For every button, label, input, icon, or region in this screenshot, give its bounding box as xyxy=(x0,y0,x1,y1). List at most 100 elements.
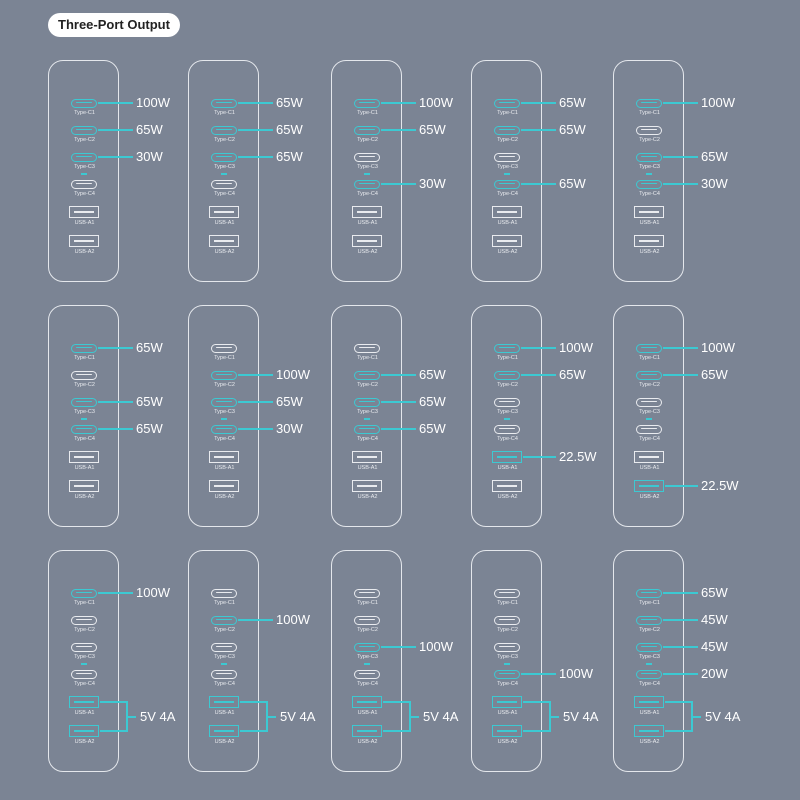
usb-c-port-icon xyxy=(494,98,520,108)
port-label: Type-C2 xyxy=(639,381,660,388)
port-label: Type-C3 xyxy=(74,653,95,660)
usb-c-port-icon xyxy=(494,642,520,652)
power-output-label: 100W xyxy=(419,639,453,654)
usb-c-port-icon xyxy=(636,642,662,652)
connector-line xyxy=(551,715,559,718)
usb-c-port-icon xyxy=(494,152,520,162)
usb-a-port-icon xyxy=(69,480,99,492)
usb-c-port-icon xyxy=(71,424,97,434)
indicator-icon xyxy=(221,417,227,420)
usb-c-port-icon xyxy=(211,343,237,353)
port-label: USB-A1 xyxy=(74,220,95,226)
connector-line xyxy=(521,673,556,675)
usb-a-port-icon xyxy=(634,451,664,463)
usb-a-port-icon xyxy=(634,235,664,247)
port-label: USB-A2 xyxy=(74,494,95,500)
usb-c-port-icon xyxy=(211,370,237,380)
usb-c-port-icon xyxy=(636,424,662,434)
port-label: USB-A1 xyxy=(74,710,95,716)
port-label: Type-C4 xyxy=(639,435,660,442)
connector-line xyxy=(521,129,556,131)
usb-c-port-icon xyxy=(211,588,237,598)
indicator-icon xyxy=(81,172,87,175)
usb-c-port-icon xyxy=(354,397,380,407)
usb-c-port-icon xyxy=(71,642,97,652)
port-label: Type-C2 xyxy=(497,136,518,143)
port-label: Type-C2 xyxy=(497,381,518,388)
usb-c-port-icon xyxy=(636,588,662,598)
power-output-label: 65W xyxy=(701,585,728,600)
power-output-label: 45W xyxy=(701,612,728,627)
usb-a-port-icon xyxy=(634,696,664,708)
usb-a-port-icon xyxy=(352,480,382,492)
connector-line xyxy=(238,102,273,104)
power-output-label: 65W xyxy=(701,149,728,164)
indicator-icon xyxy=(81,662,87,665)
power-output-label: 65W xyxy=(136,421,163,436)
port-label: Type-C4 xyxy=(357,680,378,687)
power-output-label: 30W xyxy=(136,149,163,164)
port-label: Type-C1 xyxy=(639,109,660,116)
port-label: USB-A1 xyxy=(639,465,660,471)
usb-c-port-icon xyxy=(494,179,520,189)
usb-c-port-icon xyxy=(354,642,380,652)
usb-c-port-icon xyxy=(211,669,237,679)
power-output-label: 65W xyxy=(419,122,446,137)
power-output-label: 5V 4A xyxy=(280,708,316,724)
power-output-label: 20W xyxy=(701,666,728,681)
port-label: Type-C1 xyxy=(497,354,518,361)
port-label: USB-A2 xyxy=(357,494,378,500)
connector-line xyxy=(663,646,698,648)
port-label: Type-C2 xyxy=(357,626,378,633)
connector-line xyxy=(381,374,416,376)
port-label: USB-A1 xyxy=(214,220,235,226)
port-label: USB-A2 xyxy=(357,739,378,745)
usb-c-port-icon xyxy=(354,125,380,135)
power-output-label: 65W xyxy=(419,421,446,436)
indicator-icon xyxy=(504,417,510,420)
usb-a-port-icon xyxy=(634,480,664,492)
port-label: USB-A2 xyxy=(357,249,378,255)
connector-line xyxy=(665,485,698,487)
usb-a-port-icon xyxy=(352,235,382,247)
port-label: USB-A1 xyxy=(497,220,518,226)
connector-line xyxy=(98,129,133,131)
port-label: Type-C1 xyxy=(357,599,378,606)
connector-line xyxy=(521,102,556,104)
usb-c-port-icon xyxy=(494,615,520,625)
power-output-label: 65W xyxy=(136,394,163,409)
port-label: USB-A1 xyxy=(357,710,378,716)
indicator-icon xyxy=(364,417,370,420)
port-label: Type-C2 xyxy=(214,626,235,633)
power-output-label: 100W xyxy=(136,585,170,600)
usb-c-port-icon xyxy=(354,179,380,189)
connector-line xyxy=(663,374,698,376)
port-label: Type-C1 xyxy=(214,109,235,116)
port-label: Type-C3 xyxy=(497,163,518,170)
charger-card: Type-C1 Type-C2 Type-C3 Type-C4 USB-A1 USB-A2 xyxy=(331,60,402,282)
port-label: Type-C2 xyxy=(74,626,95,633)
connector-line xyxy=(98,102,133,104)
usb-c-port-icon xyxy=(636,370,662,380)
port-label: Type-C3 xyxy=(639,653,660,660)
usb-c-port-icon xyxy=(494,669,520,679)
connector-line xyxy=(523,456,556,458)
connector-line xyxy=(663,347,698,349)
port-label: Type-C4 xyxy=(214,680,235,687)
usb-c-port-icon xyxy=(636,179,662,189)
connector-line xyxy=(238,428,273,430)
usb-a-port-icon xyxy=(209,725,239,737)
port-label: Type-C3 xyxy=(357,408,378,415)
usb-a-port-icon xyxy=(209,696,239,708)
power-output-label: 5V 4A xyxy=(423,708,459,724)
port-label: Type-C4 xyxy=(74,190,95,197)
indicator-icon xyxy=(646,662,652,665)
port-label: Type-C1 xyxy=(497,109,518,116)
port-label: Type-C1 xyxy=(357,109,378,116)
charger-card: Type-C1 Type-C2 Type-C3 Type-C4 USB-A1 USB-A2 xyxy=(48,60,119,282)
usb-c-port-icon xyxy=(354,424,380,434)
port-label: Type-C2 xyxy=(74,381,95,388)
power-output-label: 5V 4A xyxy=(140,708,176,724)
port-label: Type-C4 xyxy=(214,190,235,197)
charger-card: Type-C1 Type-C2 Type-C3 Type-C4 USB-A1 USB-A2 xyxy=(471,550,542,772)
